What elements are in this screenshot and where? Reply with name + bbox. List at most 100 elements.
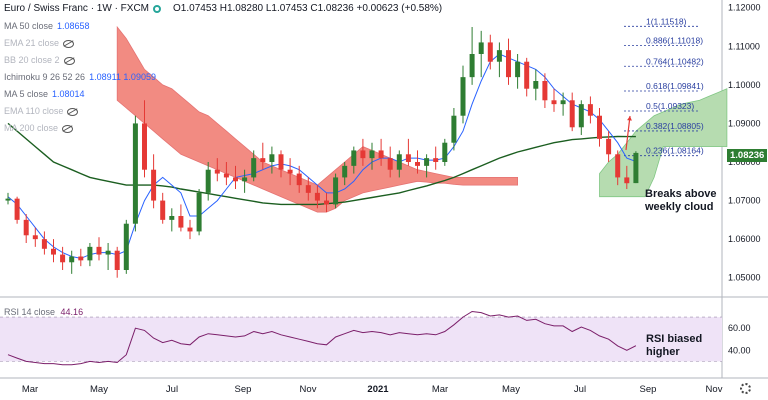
rsi-label[interactable]: RSI 14 close bbox=[4, 307, 56, 317]
candle-body bbox=[478, 42, 484, 54]
legend-label: MA 200 close bbox=[4, 123, 59, 133]
candle-body bbox=[369, 150, 375, 159]
candle-body bbox=[23, 219, 29, 236]
candle-body bbox=[287, 169, 293, 174]
candle-body bbox=[396, 154, 402, 170]
price-tick-label: 1.06000 bbox=[728, 234, 761, 244]
candle-body bbox=[314, 192, 320, 201]
candle-body bbox=[324, 200, 329, 205]
candle-body bbox=[242, 177, 248, 182]
legend-value: 1.08911 1.09059 bbox=[89, 72, 156, 82]
grid bbox=[0, 0, 768, 379]
price-tick-label: 1.10000 bbox=[728, 80, 761, 90]
legend-row[interactable]: EMA 110 close bbox=[4, 105, 79, 118]
price-tick-label: 1.12000 bbox=[728, 3, 761, 13]
candle-body bbox=[515, 61, 521, 78]
candle-body bbox=[142, 123, 147, 170]
rsi-legend: RSI 14 close 44.16 bbox=[4, 306, 83, 319]
cloud-note-line-2: weekly cloud bbox=[645, 201, 714, 213]
cloud-note: Breaks above weekly cloud bbox=[645, 188, 717, 214]
time-tick-label: Mar bbox=[22, 384, 38, 395]
legend-row[interactable]: EMA 21 close bbox=[4, 37, 75, 50]
hidden-eye-icon[interactable] bbox=[67, 107, 79, 116]
legend-row[interactable]: Ichimoku 9 26 52 26 1.08911 1.09059 bbox=[4, 71, 156, 84]
rsi-value: 44.16 bbox=[60, 307, 84, 317]
ohlc-readout: O1.07453 H1.08280 L1.07453 C1.08236 +0.0… bbox=[173, 3, 443, 14]
candle-body bbox=[114, 250, 120, 270]
legend-label: EMA 110 close bbox=[4, 106, 64, 116]
time-tick-label: Nov bbox=[300, 384, 317, 395]
legend-label: EMA 21 close bbox=[4, 38, 60, 48]
legend-label: MA 50 close bbox=[4, 21, 54, 31]
rsi-tick-label: 60.00 bbox=[728, 323, 751, 333]
candle-body bbox=[160, 200, 166, 220]
legend-row[interactable]: MA 50 close 1.08658 bbox=[4, 20, 90, 33]
legend-label: MA 5 close bbox=[4, 89, 49, 99]
axes: 1.12000 1.11000 1.10000 1.09000 1.08000 1.070… bbox=[22, 3, 761, 395]
fib-level-label: 0.618(1.09841) bbox=[646, 81, 704, 91]
candlesticks bbox=[5, 27, 639, 278]
candle-body bbox=[196, 192, 202, 232]
chart-header: Euro / Swiss Franc · 1W · FXCM O1.07453 … bbox=[4, 2, 442, 15]
candle-body bbox=[187, 227, 193, 232]
fib-level-label: 0.886(1.11018) bbox=[646, 36, 703, 46]
candle-body bbox=[51, 248, 56, 255]
candle-body bbox=[560, 100, 566, 105]
candle-body bbox=[32, 235, 38, 240]
chart-title[interactable]: Euro / Swiss Franc · 1W · FXCM bbox=[4, 3, 150, 14]
market-status-icon bbox=[153, 4, 162, 13]
time-tick-label: Nov bbox=[706, 384, 723, 395]
candle-body bbox=[533, 81, 539, 89]
candle-body bbox=[542, 81, 548, 101]
legend-row[interactable]: BB 20 close 2 bbox=[4, 54, 75, 67]
rsi-band bbox=[0, 317, 722, 362]
candle-body bbox=[615, 154, 621, 178]
candle-body bbox=[524, 61, 530, 89]
rsi-tick-label: 40.00 bbox=[728, 345, 751, 355]
time-tick-label: Jul bbox=[574, 384, 586, 395]
candle-body bbox=[5, 198, 11, 201]
cloud-note-line-1: Breaks above bbox=[645, 188, 717, 200]
candle-body bbox=[433, 158, 439, 162]
hidden-eye-icon[interactable] bbox=[62, 124, 74, 133]
rsi-note-line-2: higher bbox=[646, 346, 680, 358]
settings-gear-icon[interactable] bbox=[740, 383, 751, 394]
legend-value: 1.08658 bbox=[57, 21, 90, 31]
candle-body bbox=[351, 150, 357, 166]
rsi-line bbox=[7, 310, 637, 366]
candle-body bbox=[551, 100, 557, 105]
candle-body bbox=[587, 104, 593, 116]
time-tick-label: May bbox=[502, 384, 520, 395]
candle-body bbox=[387, 158, 393, 170]
candle-body bbox=[78, 256, 84, 261]
price-up-arrow bbox=[625, 115, 631, 151]
candle-body bbox=[132, 123, 138, 224]
ma50-line bbox=[7, 122, 636, 206]
fib-level-label: 1(1.11518) bbox=[646, 16, 687, 26]
fib-level-label: 0.5(1.09323) bbox=[646, 101, 694, 111]
candle-body bbox=[378, 150, 384, 159]
hidden-eye-icon[interactable] bbox=[63, 39, 75, 48]
ma5-line bbox=[7, 53, 637, 259]
time-tick-label: 2021 bbox=[367, 384, 389, 395]
time-tick-label: May bbox=[90, 384, 108, 395]
candle-body bbox=[233, 177, 238, 182]
candle-body bbox=[96, 246, 102, 255]
price-tick-label: 1.11000 bbox=[728, 41, 760, 51]
price-up-arrow-head bbox=[627, 116, 632, 121]
hidden-eye-icon[interactable] bbox=[63, 56, 75, 65]
legend-value: 1.08014 bbox=[52, 89, 85, 99]
legend-row[interactable]: MA 200 close bbox=[4, 122, 74, 135]
time-tick-label: Mar bbox=[432, 384, 448, 395]
candle-body bbox=[251, 158, 257, 178]
candle-body bbox=[169, 216, 175, 220]
time-tick-label: Sep bbox=[235, 384, 252, 395]
candle-body bbox=[460, 77, 466, 116]
legend-row[interactable]: MA 5 close 1.08014 bbox=[4, 88, 85, 101]
candle-body bbox=[469, 54, 475, 78]
candle-body bbox=[269, 154, 275, 162]
candle-body bbox=[415, 162, 420, 166]
price-tick-label: 1.05000 bbox=[728, 273, 761, 283]
fib-level-label: 0.382(1.08805) bbox=[646, 121, 704, 131]
